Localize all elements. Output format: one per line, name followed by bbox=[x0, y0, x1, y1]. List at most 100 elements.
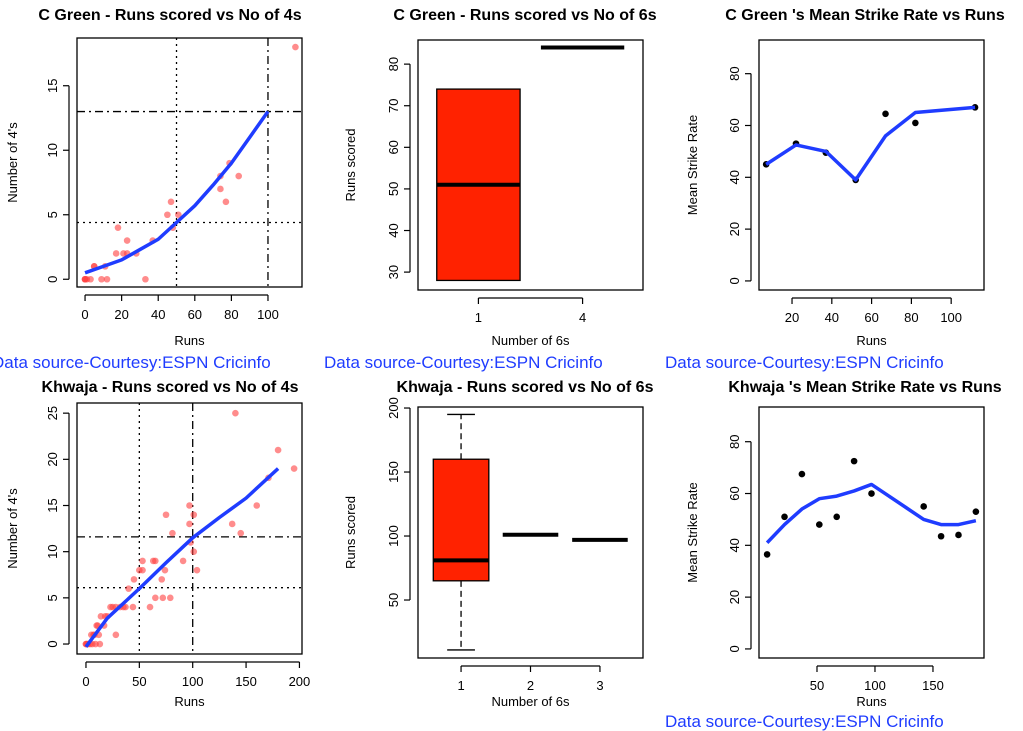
data-point bbox=[112, 250, 120, 257]
x-tick-label: 3 bbox=[596, 678, 603, 693]
chart-title: Khwaja 's Mean Strike Rate vs Runs bbox=[728, 379, 1001, 396]
data-point bbox=[833, 513, 841, 521]
data-source-note: Data source-Courtesy:ESPN Cricinfo bbox=[665, 353, 944, 372]
y-tick-label: 80 bbox=[727, 434, 742, 448]
data-source-note: Data source-Courtesy:ESPN Cricinfo bbox=[0, 353, 271, 372]
data-point bbox=[112, 631, 120, 639]
chart-title: Khwaja - Runs scored vs No of 6s bbox=[397, 379, 654, 396]
x-tick-label: 100 bbox=[257, 307, 279, 322]
data-point bbox=[781, 513, 788, 521]
data-point bbox=[290, 465, 298, 472]
data-point bbox=[850, 457, 858, 465]
data-point bbox=[937, 532, 945, 540]
x-axis-label: Runs bbox=[174, 694, 205, 709]
data-point bbox=[139, 557, 146, 565]
y-tick-label: 20 bbox=[727, 590, 742, 604]
data-point bbox=[190, 548, 198, 555]
fit-line bbox=[84, 467, 280, 648]
chart-title: C Green - Runs scored vs No of 4s bbox=[38, 7, 301, 24]
x-tick-label: 50 bbox=[132, 674, 146, 689]
x-axis: 0 20 40 60 80 100 bbox=[81, 294, 279, 322]
data-point bbox=[186, 520, 193, 528]
data-point bbox=[882, 110, 889, 118]
y-tick-label: 5 bbox=[45, 211, 60, 218]
plot-frame bbox=[76, 402, 303, 655]
y-tick-label: 10 bbox=[45, 143, 60, 157]
data-point bbox=[955, 531, 962, 539]
panel-khwaja-4s: 0 50 100 150 200 0 5 10 15 20 25 Khwaja - Runs scor… bbox=[5, 379, 310, 709]
x-axis-label: Runs bbox=[856, 694, 887, 709]
x-tick-label: 2 bbox=[527, 678, 534, 693]
data-point bbox=[222, 198, 230, 206]
y-tick-label: 60 bbox=[727, 486, 742, 500]
data-point bbox=[139, 566, 146, 574]
y-tick-label: 15 bbox=[45, 498, 60, 512]
y-tick-label: 40 bbox=[727, 538, 742, 552]
data-point bbox=[186, 502, 193, 509]
data-point bbox=[125, 585, 132, 592]
plot-area bbox=[77, 403, 302, 654]
data-point bbox=[130, 576, 138, 583]
x-tick-label: 0 bbox=[81, 307, 88, 322]
data-point bbox=[816, 521, 823, 528]
data-point bbox=[253, 502, 261, 509]
data-point bbox=[159, 594, 167, 602]
y-axis: 0 20 40 60 80 bbox=[727, 434, 752, 653]
x-tick-label: 100 bbox=[864, 678, 886, 693]
data-point bbox=[123, 237, 131, 244]
data-point bbox=[868, 490, 875, 497]
data-point bbox=[763, 551, 771, 558]
y-tick-label: 60 bbox=[727, 118, 742, 132]
box-1 bbox=[436, 88, 521, 282]
data-point bbox=[169, 529, 176, 537]
plot-frame bbox=[417, 406, 644, 659]
chart-title: C Green 's Mean Strike Rate vs Runs bbox=[725, 7, 1005, 24]
data-point bbox=[232, 409, 239, 417]
x-tick-label: 80 bbox=[224, 307, 238, 322]
y-tick-label: 200 bbox=[386, 397, 401, 419]
data-point bbox=[292, 43, 299, 51]
plot-frame bbox=[758, 39, 985, 291]
data-point bbox=[162, 511, 170, 519]
y-tick-label: 0 bbox=[45, 276, 60, 283]
y-axis: 0 5 10 15 20 25 bbox=[45, 406, 70, 648]
chart-title: Khwaja - Runs scored vs No of 4s bbox=[42, 379, 299, 396]
data-point bbox=[193, 566, 201, 574]
x-tick-label: 4 bbox=[579, 310, 586, 325]
y-axis-label: Mean Strike Rate bbox=[685, 115, 700, 215]
plot-frame bbox=[417, 39, 644, 291]
fit-line bbox=[765, 105, 976, 182]
data-source-note: Data source-Courtesy:ESPN Cricinfo bbox=[665, 712, 944, 731]
x-axis: 1 2 3 bbox=[457, 665, 604, 693]
data-point bbox=[96, 640, 104, 648]
y-tick-label: 40 bbox=[386, 223, 401, 237]
plot-frame bbox=[76, 37, 303, 288]
data-point bbox=[129, 603, 137, 611]
data-point bbox=[152, 557, 159, 565]
x-tick-label: 150 bbox=[235, 674, 257, 689]
y-tick-label: 80 bbox=[727, 66, 742, 80]
y-tick-label: 25 bbox=[45, 406, 60, 420]
plot-area bbox=[436, 45, 625, 282]
fit-line bbox=[765, 482, 977, 544]
data-point bbox=[164, 211, 171, 219]
x-tick-label: 60 bbox=[188, 307, 202, 322]
data-point bbox=[274, 446, 282, 454]
y-tick-label: 150 bbox=[386, 461, 401, 483]
x-axis: 50 100 150 bbox=[810, 665, 944, 693]
data-point bbox=[972, 508, 980, 515]
chart-title: C Green - Runs scored vs No of 6s bbox=[393, 7, 656, 24]
y-tick-label: 5 bbox=[45, 594, 60, 601]
y-tick-label: 15 bbox=[45, 79, 60, 93]
data-point bbox=[98, 275, 105, 283]
plot-area bbox=[77, 38, 302, 287]
data-point bbox=[798, 470, 806, 478]
fit-line bbox=[84, 110, 270, 275]
x-axis: 20 40 60 80 100 bbox=[785, 297, 962, 325]
x-axis-label: Runs bbox=[174, 333, 205, 348]
y-tick-label: 0 bbox=[727, 277, 742, 284]
y-tick-label: 20 bbox=[45, 452, 60, 466]
y-axis: 30 40 50 60 70 80 bbox=[386, 57, 411, 279]
x-tick-label: 80 bbox=[904, 310, 918, 325]
y-axis: 50 100 150 200 bbox=[386, 397, 411, 607]
